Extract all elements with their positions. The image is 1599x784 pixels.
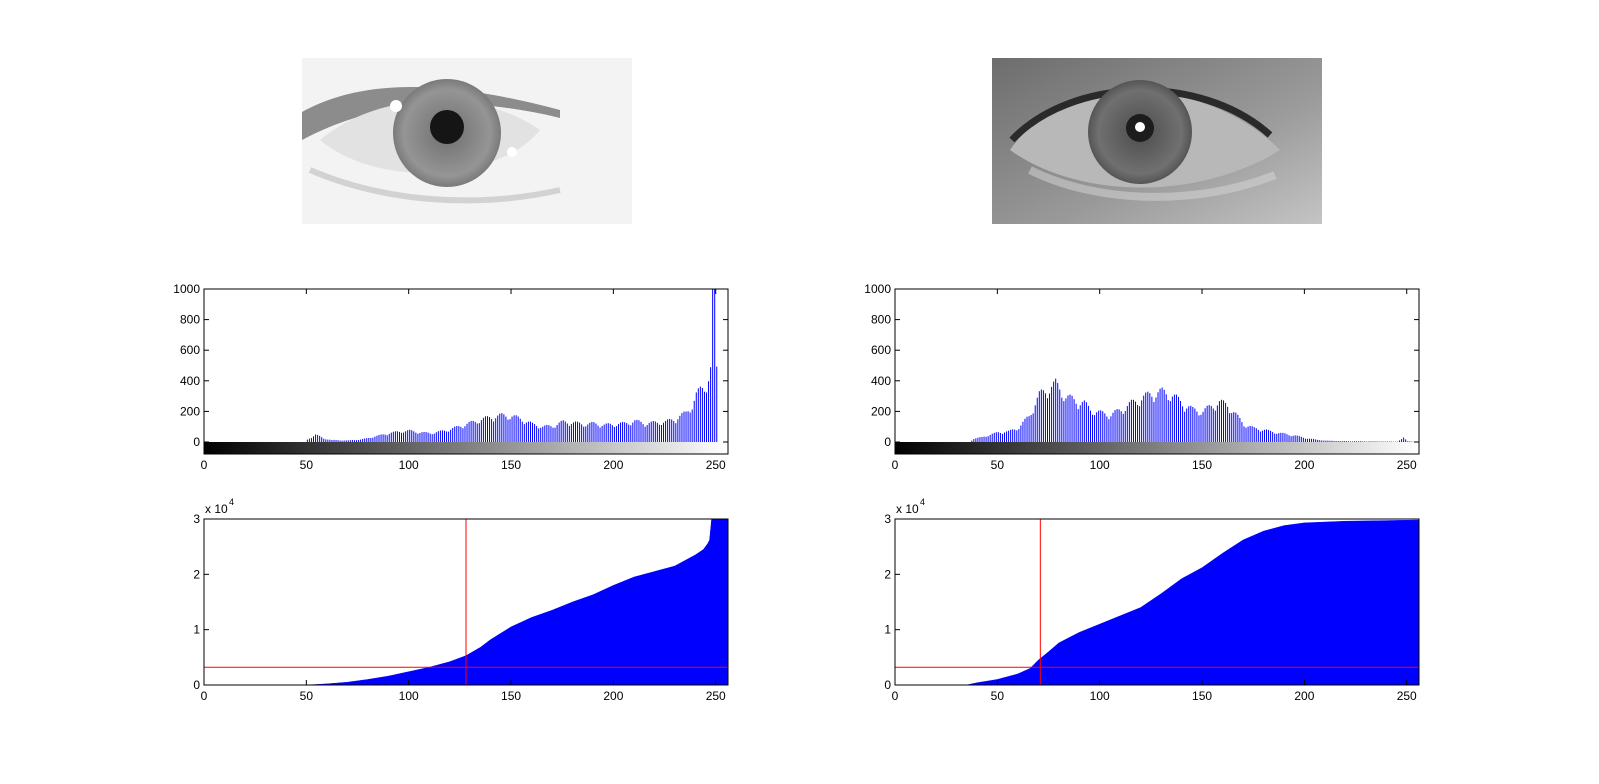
- right-histogram-xtick-label: 50: [991, 458, 1005, 472]
- left-histogram-xtick-label: 50: [300, 458, 314, 472]
- right-cdf-ytick-label: 2: [884, 567, 891, 581]
- left-histogram: 0 200 400 600 800 1000 0 50 100 150 200 250: [173, 282, 729, 472]
- left-histogram-bars: [306, 289, 718, 442]
- left-histogram-xtick-label: 250: [706, 458, 726, 472]
- left-cdf-yticks: 0 1 2 3: [193, 512, 209, 692]
- right-cdf-area: [895, 519, 1420, 686]
- right-cdf-xtick-label: 50: [991, 689, 1005, 703]
- left-histogram-xtick-label: 0: [201, 458, 208, 472]
- right-cdf-ytick-label: 0: [884, 678, 891, 692]
- left-histogram-xtick-label: 100: [399, 458, 419, 472]
- right-cdf-ytick-label: 1: [884, 623, 891, 637]
- right-histogram-xtick-label: 0: [892, 458, 899, 472]
- left-cdf-ytick-label: 0: [193, 678, 200, 692]
- right-cdf-xtick-label: 100: [1090, 689, 1110, 703]
- left-cdf-xtick-label: 100: [399, 689, 419, 703]
- left-cdf-ytick-label: 3: [193, 512, 200, 526]
- left-cdf-xticks: 0 50 100 150 200 250: [201, 680, 726, 703]
- left-histogram-xtick-label: 150: [501, 458, 521, 472]
- right-cdf-xtick-label: 0: [892, 689, 899, 703]
- right-histogram-xtick-label: 250: [1397, 458, 1417, 472]
- right-histogram: 0 200 400 600 800 1000 0 50 100 150 200 250: [864, 282, 1420, 472]
- left-histogram-ytick-label: 800: [180, 313, 200, 327]
- right-cdf-exponent-label: x 10: [896, 502, 919, 516]
- right-cdf-xtick-label: 250: [1397, 689, 1417, 703]
- right-histogram-ytick-label: 1000: [864, 282, 891, 296]
- right-histogram-ytick-label: 600: [871, 343, 891, 357]
- right-histogram-ytick-label: 800: [871, 313, 891, 327]
- left-cdf: 0 1 2 3 0 50 100 150 200 250 x 10 4: [193, 497, 729, 703]
- right-histogram-ytick-label: 400: [871, 374, 891, 388]
- left-histogram-frame: [203, 288, 729, 455]
- left-cdf-exponent-label: x 10: [205, 502, 228, 516]
- left-histogram-ytick-label: 200: [180, 404, 200, 418]
- right-cdf-xtick-label: 150: [1192, 689, 1212, 703]
- right-histogram-xtick-label: 150: [1192, 458, 1212, 472]
- left-cdf-xtick-label: 0: [201, 689, 208, 703]
- left-cdf-xtick-label: 250: [706, 689, 726, 703]
- right-histogram-ytick-label: 200: [871, 404, 891, 418]
- right-histogram-bars: [971, 378, 1417, 442]
- left-cdf-xtick-label: 50: [300, 689, 314, 703]
- right-histogram-ytick-label: 0: [884, 435, 891, 449]
- right-cdf-exponent: 4: [920, 497, 925, 507]
- left-histogram-ytick-label: 400: [180, 374, 200, 388]
- left-histogram-ytick-label: 0: [193, 435, 200, 449]
- right-eye-image: [992, 58, 1322, 224]
- left-histogram-colorbar: [204, 442, 728, 454]
- left-histogram-xtick-label: 200: [603, 458, 623, 472]
- right-cdf-yticks: 0 1 2 3: [884, 512, 900, 692]
- left-histogram-ytick-label: 600: [180, 343, 200, 357]
- right-cdf-frame: [894, 518, 1420, 686]
- left-histogram-ytick-label: 1000: [173, 282, 200, 296]
- right-histogram-frame: [894, 288, 1420, 455]
- left-cdf-ytick-label: 1: [193, 623, 200, 637]
- right-cdf-ytick-label: 3: [884, 512, 891, 526]
- right-histogram-xtick-label: 100: [1090, 458, 1110, 472]
- right-histogram-colorbar: [895, 442, 1419, 454]
- left-eye-image: [302, 58, 632, 224]
- right-histogram-yticks: 0 200 400 600 800 1000: [864, 282, 1419, 449]
- left-cdf-exponent: 4: [229, 497, 234, 507]
- right-cdf-xticks: 0 50 100 150 200 250: [892, 680, 1417, 703]
- left-cdf-xtick-label: 200: [603, 689, 623, 703]
- left-cdf-frame: [203, 518, 729, 686]
- right-cdf: 0 1 2 3 0 50 100 150 200 250 x 10 4: [884, 497, 1420, 703]
- left-histogram-yticks: 0 200 400 600 800 1000: [173, 282, 728, 449]
- left-cdf-xtick-label: 150: [501, 689, 521, 703]
- left-cdf-ytick-label: 2: [193, 567, 200, 581]
- right-cdf-xtick-label: 200: [1294, 689, 1314, 703]
- left-histogram-xticks: 0 50 100 150 200 250: [201, 289, 726, 472]
- right-histogram-xtick-label: 200: [1294, 458, 1314, 472]
- right-histogram-xticks: 0 50 100 150 200 250: [892, 289, 1417, 472]
